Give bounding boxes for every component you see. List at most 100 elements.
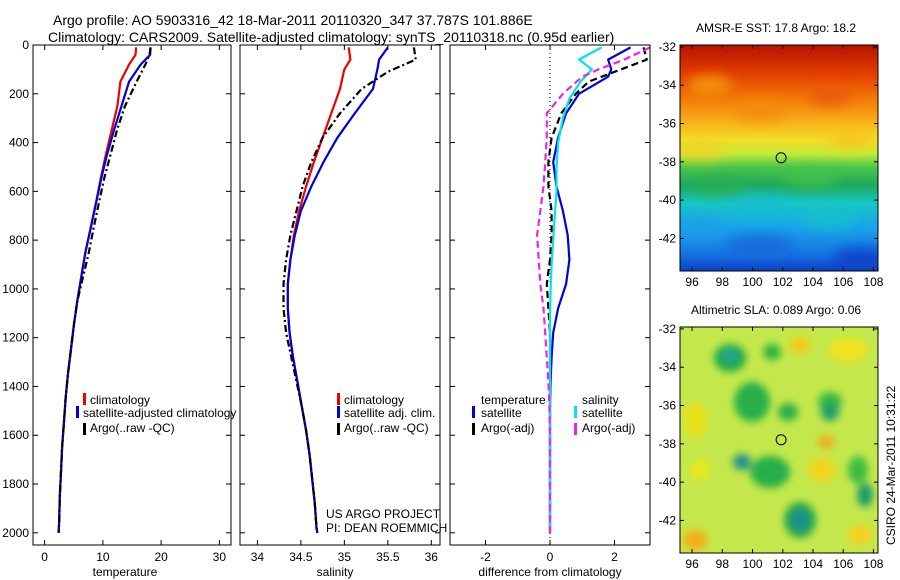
x-tick-label: 10 <box>96 550 110 564</box>
series-line-argo <box>57 47 152 533</box>
sla-map-title: Altimetric SLA: 0.089 Argo: 0.06 <box>691 303 861 317</box>
lon-tick-label: 104 <box>803 557 823 571</box>
lat-tick-label: -38 <box>659 437 677 451</box>
x-tick-label: 35 <box>338 550 352 564</box>
lat-tick-label: -36 <box>659 117 677 131</box>
temperature-profile-panel: 0 10 20 30 0 200 400 600 800 1000 1200 1400 1600 1800… <box>2 38 236 579</box>
legend-swatch-argo <box>337 423 340 435</box>
series-line-sal-argo <box>535 46 650 533</box>
difference-legend: temperature salinity satellite Argo(-adj… <box>472 393 635 435</box>
difference-profile-panel: -2 0 2 difference from climatology tempera… <box>449 44 651 579</box>
legend-label-temp-argo: Argo(-adj) <box>481 421 534 435</box>
depth-tick-label: 800 <box>9 233 29 247</box>
salinity-legend: climatology satellite adj. clim. Argo(..… <box>337 393 435 435</box>
depth-tick-label: 200 <box>9 87 29 101</box>
series-line-satellite <box>286 46 389 533</box>
series-line-climatology <box>286 47 352 533</box>
lon-tick-label: 102 <box>773 557 793 571</box>
x-tick-label: 0 <box>547 550 554 564</box>
legend-label-satellite: satellite-adjusted climatology <box>83 406 236 420</box>
project-name: US ARGO PROJECT <box>326 507 441 521</box>
csiro-timestamp: CSIRO 24-Mar-2011 10:31:22 <box>884 385 898 545</box>
lon-tick-label: 96 <box>685 557 699 571</box>
climatology-subtitle: Climatology: CARS2009. Satellite-adjuste… <box>48 29 615 45</box>
lon-tick-label: 96 <box>685 275 699 289</box>
legend-swatch-climatology <box>337 393 340 405</box>
legend-swatch-temp-satellite <box>472 406 475 418</box>
depth-tick-label: 2000 <box>2 526 29 540</box>
difference-xlabel: difference from climatology <box>478 565 621 579</box>
legend-label-argo: Argo(..raw -QC) <box>90 421 175 435</box>
lon-tick-label: 100 <box>743 275 763 289</box>
lon-tick-label: 108 <box>863 557 883 571</box>
lat-tick-label: -32 <box>659 322 677 336</box>
lat-tick-label: -40 <box>659 475 677 489</box>
legend-label-satellite: satellite adj. clim. <box>344 406 435 420</box>
legend-swatch-sal-argo <box>574 423 577 435</box>
sla-map-frame <box>679 326 879 554</box>
x-tick-label: 20 <box>154 550 168 564</box>
series-line-temp-argo <box>545 47 648 533</box>
legend-swatch-temp-argo <box>472 423 475 435</box>
legend-label-sal-argo: Argo(-adj) <box>582 421 635 435</box>
sla-anomalies <box>683 337 873 550</box>
x-tick-label: 34.5 <box>289 550 313 564</box>
x-tick-label: 0 <box>41 550 48 564</box>
depth-tick-label: 1600 <box>2 428 29 442</box>
lat-tick-label: -32 <box>659 40 677 54</box>
legend-swatch-sal-satellite <box>574 406 577 418</box>
x-tick-label: 2 <box>611 550 618 564</box>
series-line-climatology <box>57 47 138 533</box>
lon-tick-label: 100 <box>743 557 763 571</box>
legend-heading-temperature: temperature <box>481 393 546 407</box>
profile-title: Argo profile: AO 5903316_42 18-Mar-2011 … <box>53 12 533 28</box>
x-tick-label: -2 <box>480 550 491 564</box>
legend-label-climatology: climatology <box>344 393 404 407</box>
series-line-argo <box>282 47 417 533</box>
legend-swatch-argo <box>83 423 86 435</box>
sst-eddies <box>680 75 878 268</box>
depth-tick-label: 1800 <box>2 477 29 491</box>
lat-tick-label: -34 <box>659 78 677 92</box>
temperature-legend: climatology satellite-adjusted climatolo… <box>76 393 236 435</box>
legend-label-argo: Argo(..raw -QC) <box>344 421 429 435</box>
lon-tick-label: 98 <box>716 275 730 289</box>
legend-label-temp-satellite: satellite <box>481 406 522 420</box>
temperature-xlabel: temperature <box>93 565 158 579</box>
sst-map-panel: AMSR-E SST: 17.8 Argo: 18.2 96 98 100 102 10… <box>659 21 884 289</box>
lon-tick-label: 102 <box>773 275 793 289</box>
salinity-xlabel: salinity <box>317 565 354 579</box>
legend-label-sal-satellite: satellite <box>582 406 623 420</box>
lon-tick-label: 106 <box>833 275 853 289</box>
lat-tick-label: -36 <box>659 399 677 413</box>
argo-position-marker <box>775 152 787 164</box>
lat-tick-label: -42 <box>659 231 677 245</box>
depth-tick-label: 1200 <box>2 331 29 345</box>
depth-tick-label: 1400 <box>2 379 29 393</box>
lon-tick-label: 108 <box>863 275 883 289</box>
sla-field <box>680 327 878 553</box>
series-line-satellite <box>57 47 152 533</box>
depth-tick-label: 1000 <box>2 282 29 296</box>
legend-swatch-satellite <box>76 406 79 418</box>
lat-tick-label: -42 <box>659 513 677 527</box>
legend-heading-salinity: salinity <box>582 393 619 407</box>
salinity-axes-frame <box>239 44 441 546</box>
x-tick-label: 30 <box>213 550 227 564</box>
x-tick-label: 35.5 <box>376 550 400 564</box>
x-tick-label: 34 <box>251 550 265 564</box>
sst-map-title: AMSR-E SST: 17.8 Argo: 18.2 <box>696 21 856 35</box>
lat-tick-label: -34 <box>659 360 677 374</box>
legend-label-climatology: climatology <box>90 393 150 407</box>
lon-tick-label: 98 <box>716 557 730 571</box>
project-pi: PI: DEAN ROEMMICH <box>326 521 447 535</box>
lat-tick-label: -38 <box>659 155 677 169</box>
argo-position-marker <box>775 434 787 446</box>
lat-tick-label: -40 <box>659 193 677 207</box>
x-tick-label: 36 <box>425 550 439 564</box>
legend-swatch-satellite <box>337 406 340 418</box>
depth-tick-label: 0 <box>22 38 29 52</box>
temperature-axes-frame <box>32 44 232 546</box>
salinity-profile-panel: 34 34.5 35 35.5 36 salinity climatology sate… <box>239 44 447 579</box>
